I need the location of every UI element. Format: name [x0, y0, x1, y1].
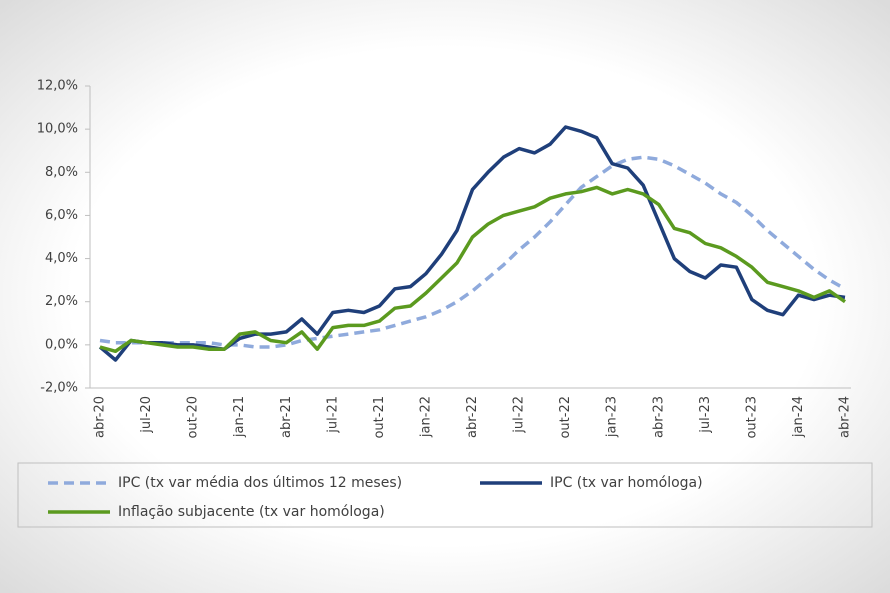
y-tick-label: 6,0%: [45, 208, 78, 223]
legend-label: IPC (tx var média dos últimos 12 meses): [118, 475, 402, 491]
y-tick-label: 0,0%: [45, 337, 78, 352]
y-tick-label: -2,0%: [40, 381, 78, 396]
y-tick-label: 4,0%: [45, 251, 78, 266]
legend-box: [17, 462, 873, 528]
x-tick-label: abr-20: [93, 396, 108, 438]
x-tick-label: out-22: [558, 396, 573, 439]
x-tick-label: jul-23: [698, 396, 713, 434]
x-tick-label: jul-20: [139, 396, 154, 434]
x-tick-label: abr-22: [465, 396, 480, 438]
x-tick-label: abr-21: [279, 396, 294, 438]
x-tick-label: out-23: [744, 396, 759, 439]
x-tick-label: jan-22: [418, 396, 433, 438]
legend-label: Inflação subjacente (tx var homóloga): [118, 504, 385, 520]
y-tick-label: 10,0%: [37, 122, 78, 137]
x-tick-label: jan-24: [791, 396, 806, 438]
x-tick-label: jul-22: [512, 396, 527, 434]
y-tick-label: 8,0%: [45, 165, 78, 180]
x-tick-label: out-21: [372, 396, 387, 439]
x-tick-label: abr-24: [838, 396, 853, 438]
y-tick-label: 12,0%: [37, 79, 78, 94]
series-line: [99, 155, 846, 349]
x-tick-label: abr-23: [651, 396, 666, 438]
x-tick-label: jan-21: [232, 396, 247, 438]
x-tick-label: jan-23: [605, 396, 620, 438]
y-tick-label: 2,0%: [45, 294, 78, 309]
legend-label: IPC (tx var homóloga): [550, 475, 703, 491]
x-tick-label: out-20: [186, 396, 201, 439]
x-tick-label: jul-21: [325, 396, 340, 434]
series-line: [99, 185, 847, 354]
